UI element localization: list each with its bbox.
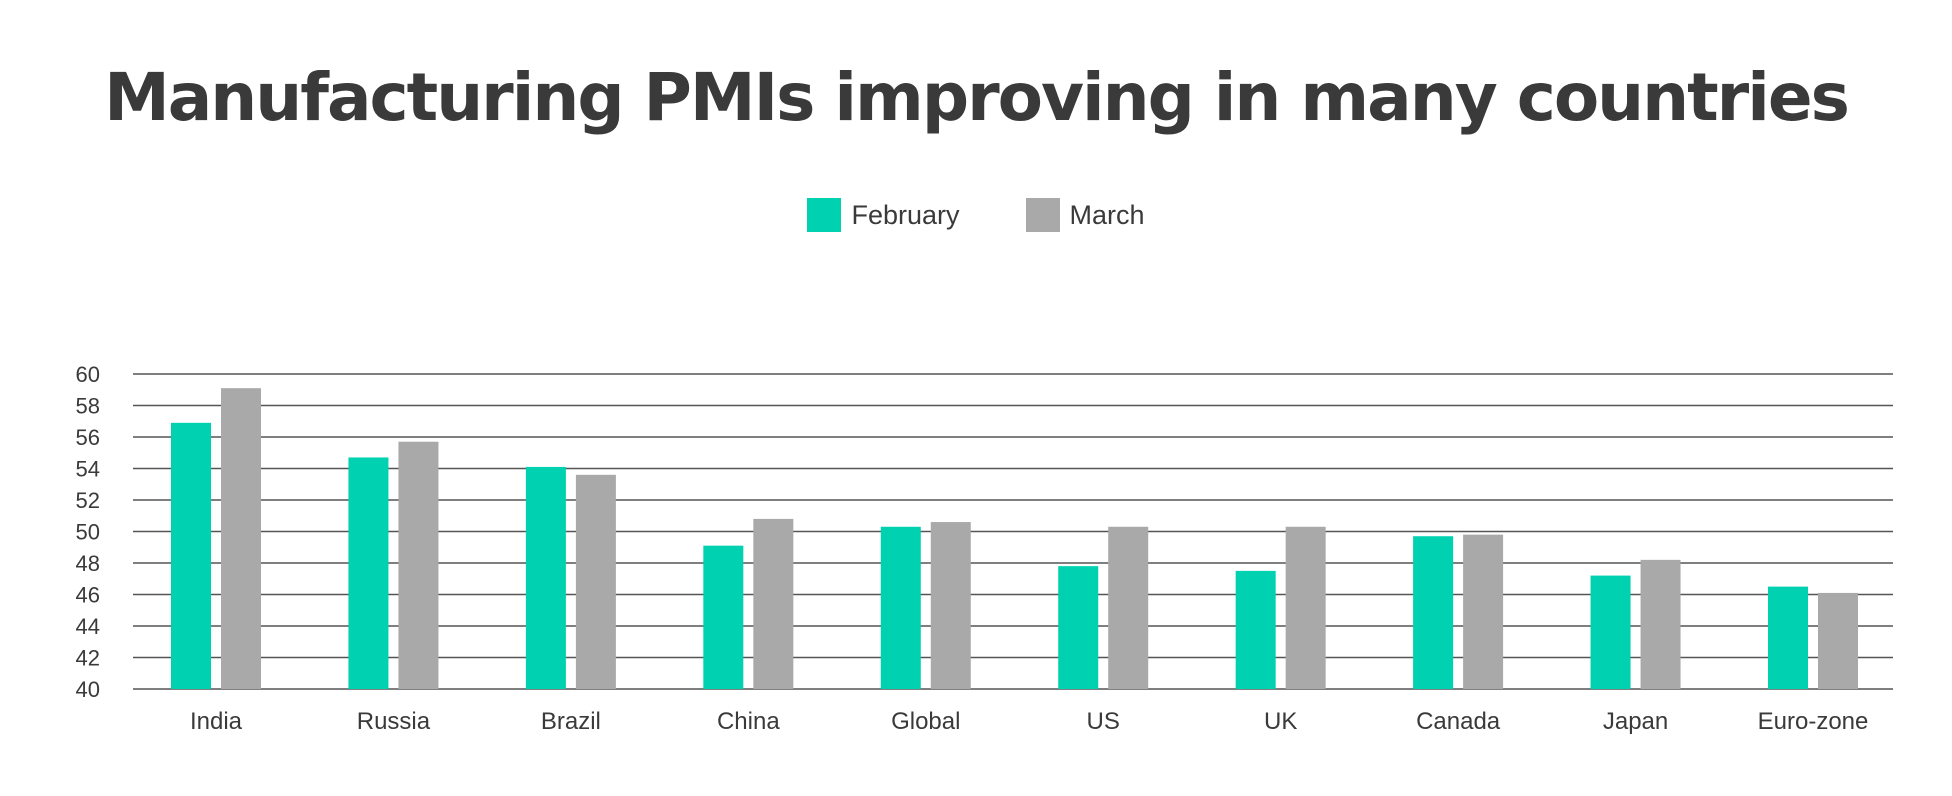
y-tick-label: 56: [76, 425, 100, 450]
x-category-label: China: [717, 708, 780, 735]
x-category-label: Russia: [357, 708, 431, 735]
y-tick-label: 46: [76, 583, 100, 608]
bar-march-euro-zone: [1818, 592, 1858, 689]
bar-march-russia: [398, 441, 439, 689]
y-tick-label: 60: [76, 362, 100, 387]
bar-february-japan: [1590, 575, 1631, 689]
y-tick-label: 44: [76, 614, 100, 639]
legend-label-february: February: [851, 199, 960, 230]
x-category-label: Euro-zone: [1758, 708, 1869, 735]
x-axis-labels: India Russia Brazil China Global US UK Canada Ja…: [190, 708, 1868, 735]
y-tick-label: 42: [76, 646, 100, 671]
bar-march-uk: [1285, 526, 1326, 689]
x-category-label: UK: [1264, 708, 1297, 735]
y-tick-label: 50: [76, 520, 100, 545]
x-category-label: US: [1087, 708, 1120, 735]
x-category-label: Canada: [1416, 708, 1501, 735]
y-tick-label: 52: [76, 488, 100, 513]
chart-title: Manufacturing PMIs improving in many cou…: [104, 59, 1850, 136]
legend-label-march: March: [1069, 199, 1145, 230]
bar-february-uk: [1235, 570, 1276, 689]
bar-february-canada: [1413, 536, 1454, 689]
bar-february-euro-zone: [1768, 586, 1808, 689]
y-tick-label: 54: [76, 457, 100, 482]
bar-march-china: [753, 518, 794, 689]
y-axis-ticks: 40 42 44 46 48 50 52 54 56 58 60: [76, 362, 100, 702]
bar-february-us: [1058, 566, 1099, 689]
bar-march-us: [1108, 526, 1149, 689]
bar-february-india: [171, 422, 211, 689]
bar-february-global: [880, 526, 921, 689]
bar-february-brazil: [525, 466, 566, 689]
x-category-label: Japan: [1603, 708, 1668, 735]
legend-swatch-february: [807, 198, 842, 232]
chart-legend: February March: [0, 198, 1952, 232]
y-tick-label: 58: [76, 394, 100, 419]
x-category-label: Brazil: [541, 708, 601, 735]
bars: [171, 388, 1858, 689]
bar-february-russia: [348, 457, 389, 689]
bar-february-china: [703, 545, 744, 689]
bar-march-global: [930, 522, 971, 689]
bar-march-brazil: [575, 474, 616, 689]
bar-march-japan: [1640, 559, 1681, 689]
bar-march-india: [221, 388, 261, 689]
y-tick-label: 40: [76, 677, 100, 702]
legend-swatch-march: [1025, 198, 1060, 232]
y-tick-label: 48: [76, 551, 100, 576]
x-category-label: Global: [891, 708, 960, 735]
legend-item-march: March: [1025, 198, 1145, 232]
x-category-label: India: [190, 708, 243, 735]
legend-item-february: February: [807, 198, 960, 232]
bar-march-canada: [1463, 534, 1504, 689]
